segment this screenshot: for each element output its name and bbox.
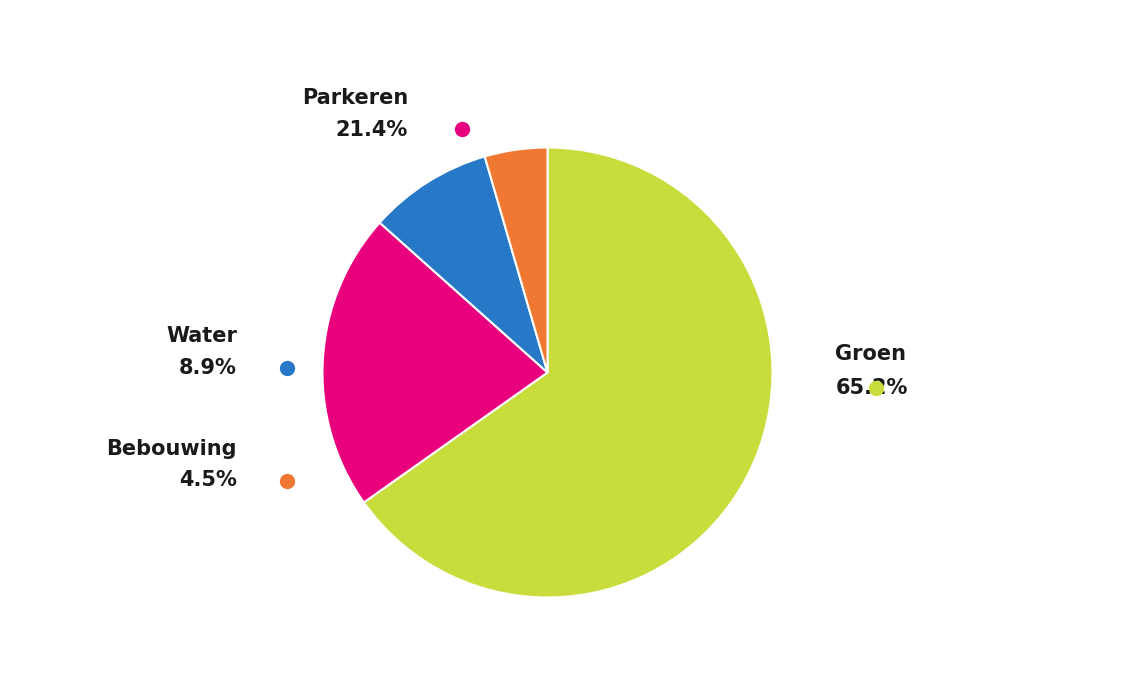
Text: Bebouwing: Bebouwing <box>106 439 237 459</box>
Point <box>277 363 295 374</box>
Text: Groen: Groen <box>836 344 906 365</box>
Wedge shape <box>380 156 547 372</box>
Text: 21.4%: 21.4% <box>336 120 408 139</box>
Text: Water: Water <box>166 326 237 346</box>
Wedge shape <box>484 148 547 372</box>
Text: Parkeren: Parkeren <box>302 88 408 108</box>
Point <box>866 383 885 394</box>
Wedge shape <box>323 223 547 503</box>
Point <box>453 124 471 135</box>
Text: 8.9%: 8.9% <box>179 358 237 378</box>
Point <box>277 475 295 486</box>
Wedge shape <box>364 148 773 598</box>
Text: 65.2%: 65.2% <box>836 378 907 398</box>
Text: 4.5%: 4.5% <box>179 470 237 491</box>
